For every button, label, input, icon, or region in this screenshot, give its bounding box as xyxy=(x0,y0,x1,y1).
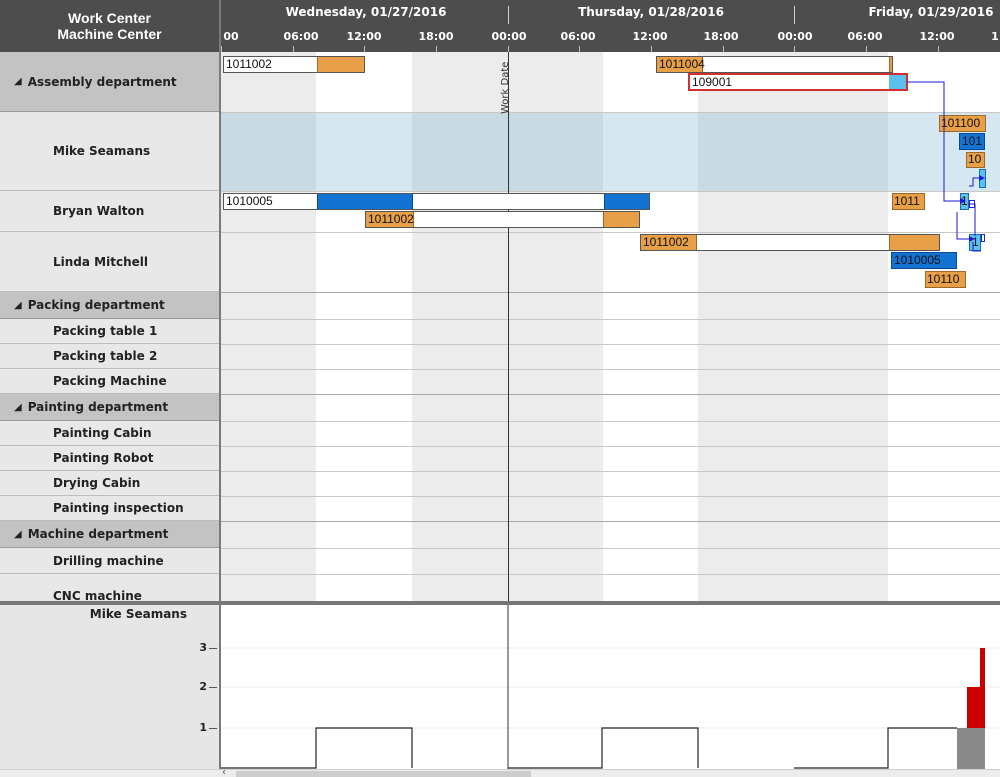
header-machine-center: Machine Center xyxy=(57,26,162,42)
column-header[interactable]: Work Center Machine Center xyxy=(0,0,219,52)
vertical-splitter[interactable] xyxy=(219,0,221,777)
header-work-center: Work Center xyxy=(68,10,151,26)
tree-item-label: Linda Mitchell xyxy=(53,254,148,269)
hour-tick: 12:00 xyxy=(632,30,668,43)
tree-item-label: Packing Machine xyxy=(53,374,167,388)
day-label-wednesday: Wednesday, 01/27/2016 xyxy=(285,5,447,19)
tree-group-painting[interactable]: ◢ Painting department xyxy=(0,394,219,421)
tree-item-label: Painting Robot xyxy=(53,451,154,465)
tree-group-assembly[interactable]: ◢ Assembly department xyxy=(0,52,219,112)
tree-item-drilling-machine[interactable]: Drilling machine xyxy=(0,548,219,574)
operation-bar[interactable]: 1011004 xyxy=(656,56,893,73)
tree-item-label: Painting Cabin xyxy=(53,426,152,440)
nonworking-band xyxy=(507,52,603,601)
tree-item-label: Packing table 1 xyxy=(53,324,158,338)
y-tick-label: 1 xyxy=(199,721,207,734)
operation-bar[interactable] xyxy=(892,193,925,210)
histogram-resource-name: Mike Seamans xyxy=(89,607,187,621)
tree-item-drying-cabin[interactable]: Drying Cabin xyxy=(0,471,219,496)
collapse-triangle-icon[interactable]: ◢ xyxy=(14,528,22,540)
hour-tick: 18:00 xyxy=(703,30,739,43)
hour-tick: 18:00 xyxy=(418,30,454,43)
tree-item-painting-inspection[interactable]: Painting inspection xyxy=(0,496,219,521)
operation-bar[interactable] xyxy=(939,115,986,132)
operation-bar[interactable] xyxy=(959,133,985,150)
histogram-overload-bar xyxy=(967,687,981,728)
horizontal-scrollbar[interactable]: ‹ xyxy=(0,767,1000,777)
operation-bar[interactable]: 1011002 xyxy=(223,56,365,73)
y-tick-label: 2 xyxy=(199,680,207,693)
hour-tick: 06:00 xyxy=(560,30,596,43)
hour-tick: 00:00 xyxy=(777,30,813,43)
tree-item-painting-cabin[interactable]: Painting Cabin xyxy=(0,421,219,446)
scrollbar-thumb[interactable] xyxy=(236,771,531,777)
hour-tick: 1 xyxy=(991,30,999,43)
tree-group-label: Machine department xyxy=(27,527,169,541)
tree-item-painting-robot[interactable]: Painting Robot xyxy=(0,446,219,471)
tree-item-packing-table-2[interactable]: Packing table 2 xyxy=(0,344,219,369)
horizontal-splitter[interactable] xyxy=(0,601,1000,605)
hour-tick: 00:00 xyxy=(491,30,527,43)
scroll-left-arrow-icon[interactable]: ‹ xyxy=(222,767,226,777)
hour-tick: 12:00 xyxy=(346,30,382,43)
collapse-triangle-icon[interactable]: ◢ xyxy=(14,299,22,311)
tree-item-label: Drilling machine xyxy=(53,553,164,568)
tree-group-machine[interactable]: ◢ Machine department xyxy=(0,521,219,548)
histogram-legend: Mike Seamans 3 2 1 xyxy=(0,605,219,769)
hour-tick: 06:00 xyxy=(283,30,319,43)
nonworking-band xyxy=(698,52,888,601)
tree-item-label: Painting inspection xyxy=(53,501,184,515)
critical-operation-bar[interactable]: 109001 xyxy=(688,73,908,91)
tree-item-packing-table-1[interactable]: Packing table 1 xyxy=(0,319,219,344)
tree-item-label: CNC machine xyxy=(53,589,142,601)
day-separator xyxy=(794,6,795,24)
tree-item-packing-machine[interactable]: Packing Machine xyxy=(0,369,219,394)
tree-item-mike-seamans[interactable]: Mike Seamans xyxy=(0,112,219,191)
operation-bar[interactable] xyxy=(925,271,966,288)
resource-tree: ◢ Assembly department Mike Seamans Bryan… xyxy=(0,52,219,601)
operation-bar[interactable]: 1011002 xyxy=(640,234,940,251)
hour-tick: 00 xyxy=(223,30,239,43)
work-date-line[interactable] xyxy=(508,52,509,601)
hour-tick: 12:00 xyxy=(919,30,955,43)
tree-group-label: Packing department xyxy=(27,298,165,312)
tree-item-bryan-walton[interactable]: Bryan Walton xyxy=(0,191,219,232)
operation-bar[interactable]: 1010005 xyxy=(223,193,650,210)
dependency-links xyxy=(907,81,985,252)
tree-item-linda-mitchell[interactable]: Linda Mitchell xyxy=(0,232,219,292)
y-tick-label: 3 xyxy=(199,641,207,654)
histogram-plot xyxy=(221,605,1000,769)
collapse-triangle-icon[interactable]: ◢ xyxy=(14,76,22,87)
day-separator xyxy=(508,6,509,24)
tree-item-label: Drying Cabin xyxy=(53,476,141,490)
day-label-friday: Friday, 01/29/2016 xyxy=(868,5,994,19)
operation-bar[interactable]: 1011002 xyxy=(365,211,640,228)
nonworking-band xyxy=(221,52,316,601)
selected-row-highlight xyxy=(221,112,1000,191)
histogram-load-bar xyxy=(957,728,985,769)
tree-group-label: Assembly department xyxy=(27,74,177,89)
histogram-overload-bar xyxy=(980,648,985,728)
tree-item-label: Packing table 2 xyxy=(53,349,158,363)
operation-bar[interactable] xyxy=(966,152,985,168)
tree-item-label: Mike Seamans xyxy=(53,144,151,158)
gantt-chart[interactable]: Work Date 1011002 1011004 109001 101100 … xyxy=(221,52,1000,601)
tree-item-label: Bryan Walton xyxy=(53,204,145,218)
tree-group-packing[interactable]: ◢ Packing department xyxy=(0,292,219,319)
timescale-header[interactable]: Wednesday, 01/27/2016 Thursday, 01/28/20… xyxy=(221,0,1000,52)
operation-bar[interactable] xyxy=(891,252,957,269)
tree-item-cnc-machine[interactable]: CNC machine xyxy=(0,574,219,601)
day-label-thursday: Thursday, 01/28/2016 xyxy=(578,5,724,19)
collapse-triangle-icon[interactable]: ◢ xyxy=(14,401,22,413)
capacity-histogram[interactable] xyxy=(221,605,1000,769)
tree-group-label: Painting department xyxy=(27,400,169,414)
hour-tick: 06:00 xyxy=(847,30,883,43)
nonworking-band xyxy=(412,52,507,601)
